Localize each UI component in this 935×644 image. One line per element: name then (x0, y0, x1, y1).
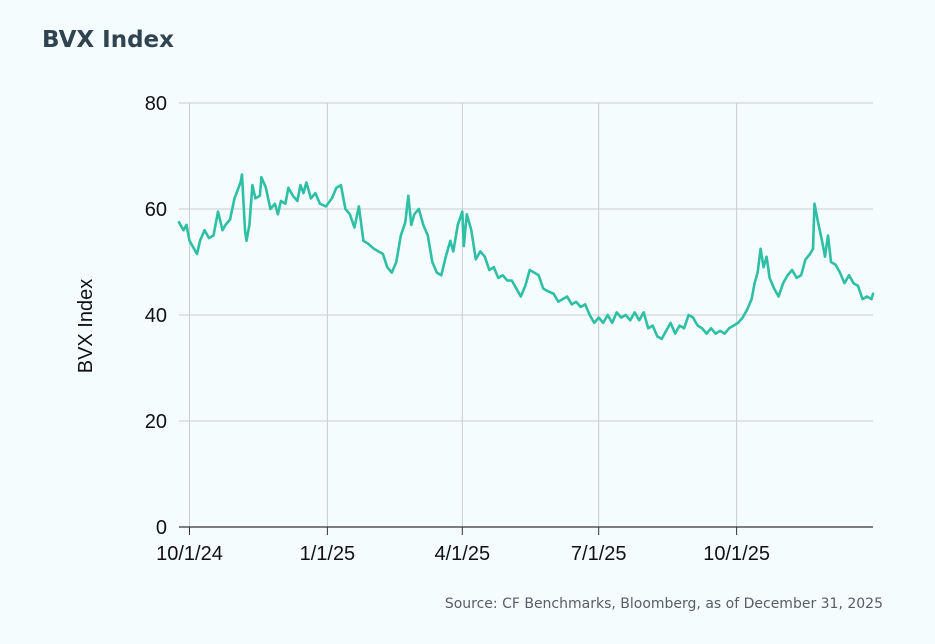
series-layer (177, 173, 875, 341)
chart-title: BVX Index (42, 27, 174, 53)
label-layer: 0 20 40 60 80 10/1/24 1/1/25 4/1/25 7/1/25 10/1/2… (145, 93, 770, 565)
y-tick-label: 20 (145, 411, 167, 433)
y-tick-label: 40 (145, 305, 167, 327)
x-tick-label: 4/1/25 (434, 543, 490, 565)
x-tick-label: 10/1/24 (156, 543, 223, 565)
x-tick-label: 7/1/25 (571, 543, 627, 565)
y-tick-label: 60 (145, 199, 167, 221)
x-tick-label: 10/1/25 (703, 543, 770, 565)
source-note: Source: CF Benchmarks, Bloomberg, as of … (444, 596, 883, 612)
series-line (177, 173, 875, 341)
y-tick-label: 0 (156, 517, 167, 539)
y-axis-label: BVX Index (75, 279, 97, 374)
grid-layer (179, 102, 873, 527)
axis-layer (179, 526, 873, 535)
y-tick-label: 80 (145, 93, 167, 115)
x-tick-label: 1/1/25 (300, 543, 356, 565)
